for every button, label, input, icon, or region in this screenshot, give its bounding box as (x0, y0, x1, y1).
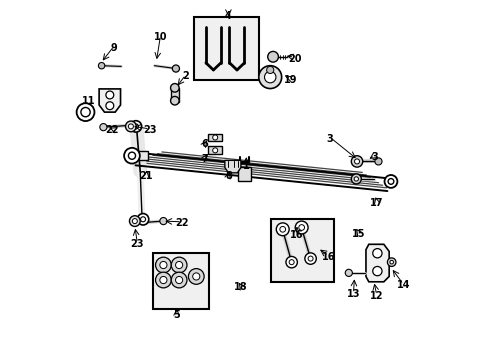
Text: 15: 15 (351, 229, 365, 239)
Circle shape (106, 91, 114, 99)
Text: 16: 16 (289, 230, 303, 240)
Polygon shape (224, 160, 241, 173)
Text: 11: 11 (82, 96, 96, 107)
Text: 2: 2 (182, 71, 188, 81)
Bar (271, 219, 333, 282)
Circle shape (160, 217, 166, 225)
Circle shape (132, 219, 137, 224)
Circle shape (267, 51, 278, 62)
Circle shape (170, 84, 179, 92)
Circle shape (386, 258, 395, 266)
Circle shape (192, 273, 200, 280)
Circle shape (389, 260, 393, 264)
Text: 14: 14 (396, 280, 409, 291)
Circle shape (106, 102, 114, 110)
Text: 23: 23 (143, 125, 156, 135)
Text: 23: 23 (130, 239, 144, 249)
Circle shape (212, 135, 217, 140)
Text: 3: 3 (326, 134, 333, 144)
Circle shape (140, 217, 145, 222)
Bar (194, 18, 258, 80)
Circle shape (374, 158, 381, 165)
Circle shape (276, 223, 288, 236)
Circle shape (307, 256, 312, 261)
Circle shape (304, 253, 316, 264)
Circle shape (350, 156, 362, 167)
Circle shape (100, 123, 107, 131)
Circle shape (155, 257, 171, 273)
Text: 12: 12 (369, 291, 383, 301)
Circle shape (266, 66, 273, 73)
Circle shape (258, 66, 281, 89)
Text: 19: 19 (284, 75, 297, 85)
Bar (207, 147, 222, 154)
Text: 16: 16 (321, 252, 334, 262)
Circle shape (175, 276, 183, 284)
Text: 17: 17 (369, 198, 383, 208)
Circle shape (170, 96, 179, 105)
Circle shape (130, 121, 142, 132)
Circle shape (264, 71, 275, 83)
Text: 3: 3 (371, 152, 378, 162)
Text: 21: 21 (139, 171, 153, 181)
Circle shape (285, 256, 297, 268)
Text: 8: 8 (224, 171, 231, 181)
Circle shape (288, 260, 294, 265)
Circle shape (353, 177, 358, 181)
Circle shape (345, 269, 352, 276)
Bar (153, 253, 208, 309)
Circle shape (354, 159, 359, 164)
Bar (207, 134, 222, 141)
Circle shape (171, 272, 186, 288)
Circle shape (279, 226, 285, 232)
Circle shape (160, 276, 166, 284)
Circle shape (81, 108, 90, 117)
Text: 22: 22 (175, 218, 188, 228)
Text: 18: 18 (234, 282, 247, 292)
Circle shape (124, 148, 140, 163)
Text: 13: 13 (346, 289, 360, 299)
Circle shape (384, 175, 397, 188)
Circle shape (295, 221, 307, 234)
Bar (134, 151, 148, 160)
Text: 5: 5 (173, 310, 180, 320)
Circle shape (128, 152, 135, 159)
Circle shape (155, 272, 171, 288)
Bar (238, 167, 250, 181)
Polygon shape (99, 89, 121, 112)
Circle shape (98, 63, 104, 69)
Circle shape (133, 124, 138, 129)
Circle shape (128, 124, 133, 129)
Text: 20: 20 (287, 54, 301, 64)
Circle shape (171, 257, 186, 273)
Text: 1: 1 (243, 161, 249, 171)
Circle shape (77, 103, 94, 121)
Text: 4: 4 (224, 11, 231, 21)
Circle shape (175, 261, 183, 269)
Text: 22: 22 (105, 125, 119, 135)
Circle shape (160, 261, 166, 269)
Circle shape (125, 121, 136, 132)
Circle shape (372, 266, 381, 276)
Circle shape (212, 148, 217, 153)
Text: 6: 6 (202, 139, 208, 149)
Circle shape (129, 216, 140, 226)
Circle shape (387, 179, 393, 184)
Bar (170, 88, 179, 102)
Circle shape (137, 213, 148, 225)
Circle shape (172, 65, 179, 72)
Text: 7: 7 (202, 154, 208, 163)
Text: 10: 10 (154, 32, 167, 42)
Circle shape (372, 249, 381, 258)
Polygon shape (365, 244, 388, 282)
Text: 9: 9 (110, 43, 117, 53)
Circle shape (188, 269, 203, 284)
Circle shape (350, 174, 361, 184)
Circle shape (298, 225, 304, 230)
